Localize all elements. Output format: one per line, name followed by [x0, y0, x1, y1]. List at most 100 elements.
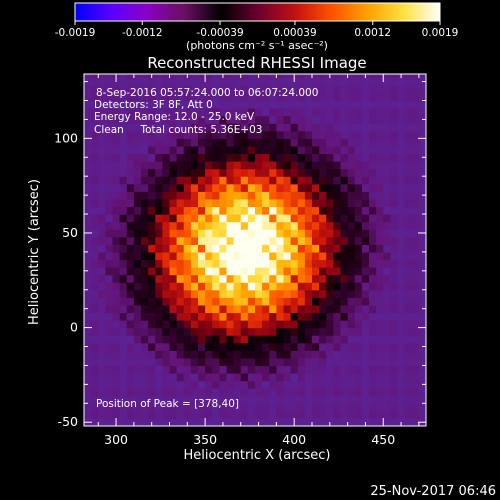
- heatmap-cell: [304, 289, 313, 298]
- heatmap-cell: [183, 365, 192, 374]
- heatmap-cell: [255, 410, 263, 420]
- heatmap-cell: [148, 282, 156, 291]
- heatmap-cell: [304, 221, 313, 230]
- heatmap-cell: [98, 236, 106, 245]
- heatmap-cell: [226, 380, 235, 389]
- heatmap-cell: [219, 161, 228, 170]
- heatmap-cell: [304, 176, 313, 185]
- heatmap-cell: [190, 183, 199, 192]
- heatmap-cell: [255, 161, 263, 170]
- heatmap-cell: [205, 320, 213, 329]
- heatmap-cell: [198, 183, 206, 192]
- heatmap-cell: [411, 380, 420, 389]
- heatmap-cell: [112, 274, 121, 283]
- heatmap-cell: [91, 115, 99, 124]
- heatmap-cell: [376, 388, 384, 397]
- heatmap-cell: [304, 108, 313, 117]
- heatmap-cell: [383, 274, 391, 283]
- heatmap-cell: [333, 365, 342, 374]
- heatmap-cell: [112, 395, 121, 404]
- heatmap-cell: [247, 153, 256, 162]
- heatmap-cell: [290, 85, 299, 94]
- heatmap-cell: [247, 221, 256, 230]
- heatmap-cell: [133, 350, 142, 359]
- heatmap-cell: [283, 176, 292, 185]
- heatmap-cell: [119, 350, 128, 359]
- heatmap-cell: [411, 395, 420, 404]
- heatmap-cell: [155, 410, 163, 420]
- heatmap-cell: [205, 304, 213, 314]
- heatmap-cell: [105, 206, 114, 215]
- heatmap-cell: [198, 153, 206, 162]
- heatmap-cell: [333, 92, 342, 102]
- heatmap-cell: [347, 357, 356, 367]
- heatmap-cell: [219, 221, 228, 230]
- heatmap-cell: [326, 214, 334, 223]
- heatmap-cell: [141, 206, 149, 215]
- heatmap-cell: [205, 115, 213, 124]
- heatmap-cell: [176, 161, 185, 170]
- heatmap-cell: [112, 214, 121, 223]
- heatmap-cell: [212, 251, 220, 261]
- heatmap-cell: [397, 176, 406, 185]
- heatmap-cell: [283, 342, 292, 351]
- heatmap-cell: [183, 320, 192, 329]
- heatmap-cell: [411, 176, 420, 185]
- heatmap-cell: [354, 198, 363, 208]
- heatmap-cell: [397, 214, 406, 223]
- heatmap-cell: [190, 335, 199, 344]
- heatmap-cell: [126, 259, 135, 268]
- heatmap-cell: [126, 183, 135, 192]
- heatmap-cell: [155, 198, 163, 208]
- heatmap-cell: [98, 395, 106, 404]
- heatmap-cell: [219, 176, 228, 185]
- heatmap-cell: [226, 312, 235, 321]
- heatmap-cell: [354, 418, 363, 426]
- heatmap-cell: [319, 297, 327, 306]
- heatmap-cell: [319, 77, 327, 86]
- heatmap-cell: [319, 100, 327, 109]
- heatmap-cell: [91, 145, 99, 155]
- heatmap-cell: [169, 312, 178, 321]
- heatmap-cell: [297, 289, 306, 298]
- heatmap-cell: [198, 92, 206, 102]
- heatmap-cell: [340, 251, 349, 261]
- heatmap-cell: [148, 161, 156, 170]
- heatmap-cell: [262, 251, 270, 261]
- heatmap-cell: [112, 357, 121, 367]
- heatmap-cell: [176, 100, 185, 109]
- heatmap-cell: [205, 418, 213, 426]
- heatmap-cell: [347, 236, 356, 245]
- heatmap-cell: [319, 365, 327, 374]
- heatmap-cell: [340, 418, 349, 426]
- heatmap-cell: [112, 206, 121, 215]
- heatmap-cell: [369, 229, 377, 238]
- heatmap-cell: [276, 100, 285, 109]
- heatmap-cell: [169, 161, 178, 170]
- heatmap-cell: [233, 410, 242, 420]
- heatmap-cell: [126, 251, 135, 261]
- heatmap-cell: [418, 138, 426, 147]
- heatmap-cell: [269, 282, 277, 291]
- heatmap-cell: [226, 274, 235, 283]
- heatmap-cell: [319, 183, 327, 192]
- heatmap-cell: [162, 289, 171, 298]
- heatmap-cell: [390, 206, 399, 215]
- heatmap-cell: [333, 259, 342, 268]
- heatmap-cell: [347, 214, 356, 223]
- heatmap-cell: [240, 320, 249, 329]
- heatmap-cell: [354, 183, 363, 192]
- heatmap-cell: [297, 161, 306, 170]
- heatmap-cell: [141, 221, 149, 230]
- heatmap-cell: [91, 342, 99, 351]
- heatmap-cell: [354, 274, 363, 283]
- heatmap-cell: [361, 282, 370, 291]
- heatmap-cell: [312, 77, 320, 86]
- heatmap-cell: [233, 380, 242, 389]
- heatmap-cell: [326, 327, 334, 336]
- heatmap-cell: [155, 312, 163, 321]
- heatmap-cell: [411, 168, 420, 177]
- heatmap-cell: [354, 267, 363, 276]
- heatmap-cell: [340, 191, 349, 200]
- heatmap-cell: [262, 304, 270, 314]
